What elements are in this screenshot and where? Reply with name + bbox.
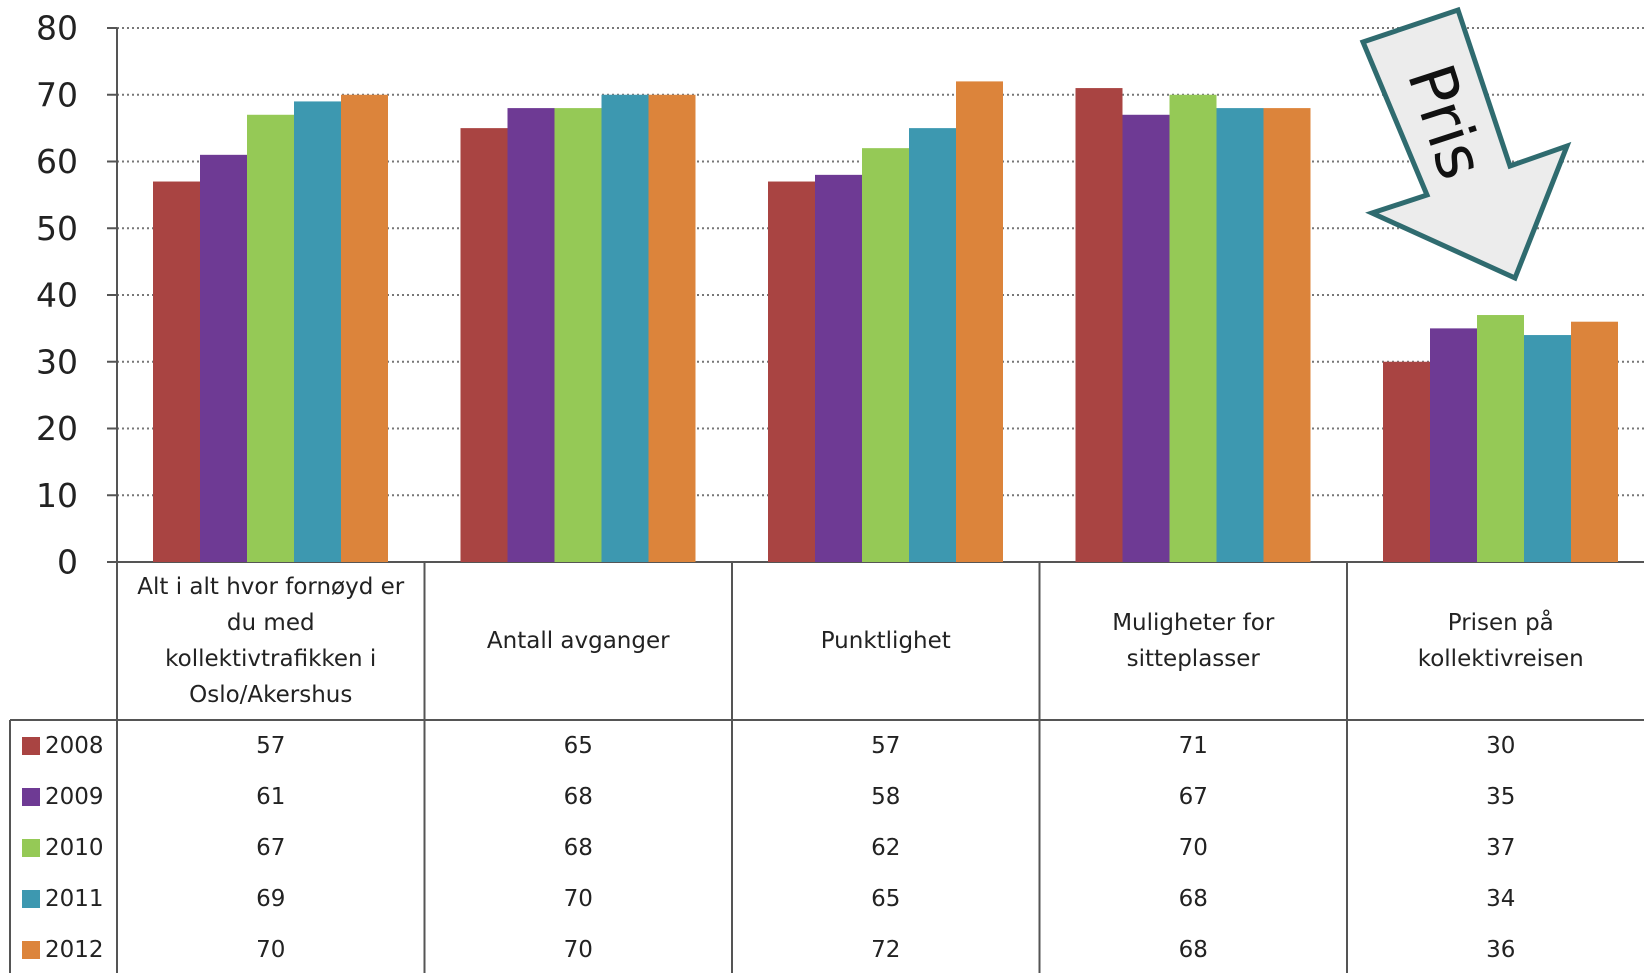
table-cell-2012-5: 36: [1486, 937, 1515, 963]
table-cell-2012-2: 70: [564, 937, 593, 963]
bar-2009-5: [1430, 328, 1477, 562]
legend-swatch-2010: [22, 839, 40, 857]
table-cell-2009-4: 67: [1179, 784, 1208, 810]
table-cell-2011-3: 65: [871, 886, 900, 912]
bar-2010-5: [1477, 315, 1524, 562]
category-label: Oslo/Akershus: [189, 682, 352, 708]
y-tick-label: 0: [57, 543, 78, 582]
bar-2011-4: [1216, 108, 1264, 562]
arrow-shape: [1359, 6, 1572, 282]
data-table: Alt i alt hvor fornøyd er du med kollektiv…: [9, 562, 1644, 973]
bars: [153, 81, 1618, 563]
bar-2011-5: [1524, 335, 1571, 562]
table-cell-2010-1: 67: [256, 835, 285, 861]
table-cell-2008-3: 57: [871, 733, 900, 759]
y-tick-label: 10: [36, 476, 78, 515]
y-tick-label: 70: [36, 75, 78, 114]
table-cell-2012-1: 70: [256, 937, 285, 963]
bar-2010-3: [862, 148, 909, 562]
y-tick-label: 60: [36, 142, 78, 181]
table-cell-2010-4: 70: [1179, 835, 1208, 861]
y-tick-label: 20: [36, 409, 78, 448]
bar-2011-2: [601, 94, 649, 562]
table-cell-2011-5: 34: [1486, 886, 1515, 912]
category-label: Muligheter for: [1112, 610, 1275, 636]
table-cell-2008-5: 30: [1486, 733, 1515, 759]
bar-2008-1: [153, 181, 200, 562]
table-cell-2012-3: 72: [871, 937, 900, 963]
table-cell-2009-2: 68: [564, 784, 593, 810]
category-label: sitteplasser: [1127, 646, 1261, 672]
bar-2008-3: [768, 181, 815, 562]
table-cell-2012-4: 68: [1179, 937, 1208, 963]
legend-swatch-2009: [22, 788, 40, 806]
legend-swatch-2012: [22, 941, 40, 959]
bar-2009-2: [507, 108, 555, 562]
table-cell-2010-3: 62: [871, 835, 900, 861]
table-cell-2010-2: 68: [564, 835, 593, 861]
bar-2012-5: [1571, 321, 1618, 562]
table-cell-2010-5: 37: [1486, 835, 1515, 861]
bar-2010-4: [1169, 94, 1217, 562]
bar-2008-2: [460, 128, 508, 562]
legend-swatch-2011: [22, 890, 40, 908]
bar-2008-4: [1075, 88, 1123, 562]
bar-2008-5: [1383, 361, 1430, 562]
legend-swatch-2008: [22, 737, 40, 755]
y-tick-label: 50: [36, 209, 78, 248]
table-cell-2008-1: 57: [256, 733, 285, 759]
bar-2011-3: [909, 128, 956, 562]
bar-2009-3: [815, 174, 862, 562]
y-tick-label: 80: [36, 9, 78, 48]
legend-label-2009: 2009: [45, 784, 104, 810]
table-cell-2009-3: 58: [871, 784, 900, 810]
pris-callout: Pris: [1359, 6, 1572, 282]
table-cell-2011-4: 68: [1179, 886, 1208, 912]
y-tick-label: 40: [36, 276, 78, 315]
table-cell-2009-1: 61: [256, 784, 285, 810]
bar-2012-2: [648, 94, 696, 562]
bar-2009-4: [1122, 114, 1170, 563]
legend-label-2011: 2011: [45, 886, 104, 912]
legend-label-2008: 2008: [45, 733, 104, 759]
category-label: kollektivtrafikken i: [165, 646, 376, 672]
legend-label-2010: 2010: [45, 835, 104, 861]
bar-2010-1: [247, 114, 294, 563]
bar-2012-1: [341, 94, 388, 562]
bar-2011-1: [294, 101, 341, 563]
bar-2012-3: [956, 81, 1003, 563]
legend-label-2012: 2012: [45, 937, 104, 963]
table-cell-2009-5: 35: [1486, 784, 1515, 810]
bar-2009-1: [200, 154, 247, 562]
category-label: Punktlighet: [821, 628, 951, 654]
table-cell-2008-2: 65: [564, 733, 593, 759]
table-cell-2011-2: 70: [564, 886, 593, 912]
category-label: kollektivreisen: [1418, 646, 1584, 672]
table-cell-2008-4: 71: [1179, 733, 1208, 759]
category-label: du med: [227, 610, 315, 636]
y-tick-label: 30: [36, 342, 78, 381]
category-label: Antall avganger: [487, 628, 670, 654]
table-cell-2011-1: 69: [256, 886, 285, 912]
bar-2010-2: [554, 108, 602, 562]
category-label: Alt i alt hvor fornøyd er: [137, 574, 405, 600]
bar-2012-4: [1263, 108, 1311, 562]
category-label: Prisen på: [1448, 608, 1554, 636]
